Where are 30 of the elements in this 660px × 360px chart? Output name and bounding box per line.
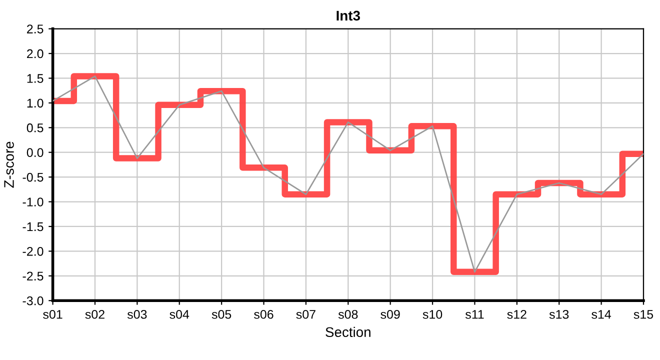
x-tick-label: s01 xyxy=(43,310,62,319)
x-tick-label: s13 xyxy=(549,310,569,319)
y-tick-label: 1.0 xyxy=(27,98,44,108)
y-tick-label: -1.5 xyxy=(22,222,44,232)
x-tick-label: s05 xyxy=(212,310,232,319)
x-tick-label: s04 xyxy=(170,310,190,319)
y-tick-label: 1.5 xyxy=(27,74,44,83)
x-tick-label: s07 xyxy=(296,310,316,319)
y-tick-label: 2.5 xyxy=(27,24,44,34)
x-tick-label: s15 xyxy=(634,310,654,319)
chart-title: Int3 xyxy=(336,10,360,21)
x-tick-label: s12 xyxy=(507,310,526,319)
y-tick-label: 0.0 xyxy=(26,148,44,157)
x-tick-label: s14 xyxy=(592,310,612,319)
y-tick-label: -2.0 xyxy=(22,246,44,256)
y-tick-label: -3.0 xyxy=(22,296,44,306)
y-axis-title: Z-score xyxy=(4,142,14,188)
x-tick-label: s11 xyxy=(465,310,484,319)
x-tick-label: s06 xyxy=(254,310,274,319)
y-tick-label: -1.0 xyxy=(22,198,44,206)
y-tick-label: 2.0 xyxy=(27,49,44,58)
x-tick-label: s10 xyxy=(422,310,442,319)
x-axis-title: Section xyxy=(326,326,370,338)
y-tick-label: -2.5 xyxy=(22,272,44,281)
x-tick-label: s08 xyxy=(338,310,358,319)
x-tick-label: s09 xyxy=(380,310,400,319)
x-tick-label: s02 xyxy=(85,310,104,319)
y-tick-label: 0.5 xyxy=(26,123,44,132)
x-tick-label: s03 xyxy=(127,310,147,319)
y-tick-label: -0.5 xyxy=(22,172,44,182)
